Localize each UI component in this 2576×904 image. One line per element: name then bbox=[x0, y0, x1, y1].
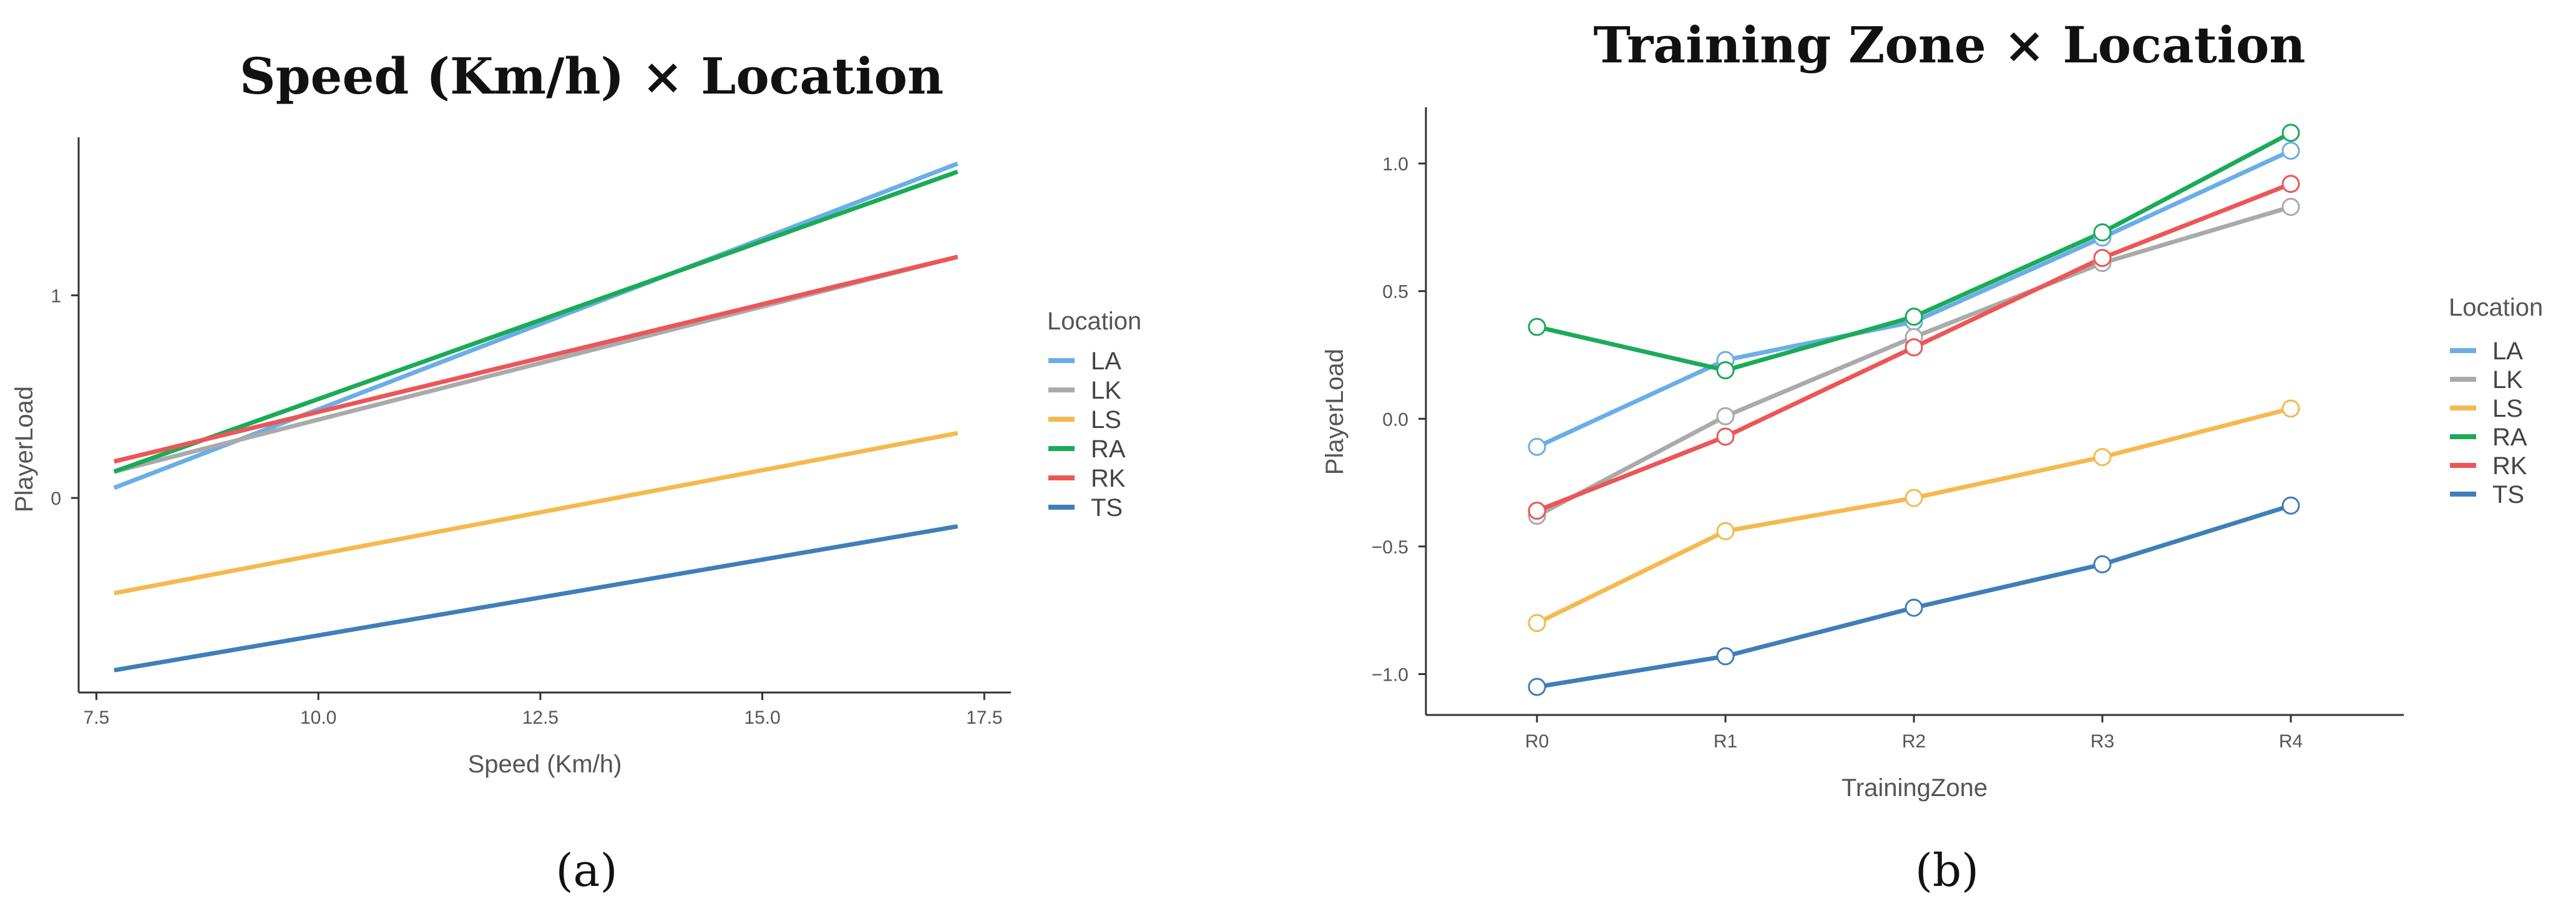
chart-a-x-tick-label: 7.5 bbox=[84, 707, 110, 728]
chart-b-y-tick-label: −1.0 bbox=[1372, 665, 1408, 686]
chart-a-legend-label: LK bbox=[1091, 377, 1121, 404]
chart-a-legend-title: Location bbox=[1047, 308, 1141, 335]
chart-b-title: Training Zone × Location bbox=[1593, 16, 2305, 74]
chart-b-x-label: TrainingZone bbox=[1842, 774, 1988, 802]
chart-b-point-ts bbox=[2093, 555, 2112, 574]
chart-b-point-ts bbox=[2281, 496, 2300, 515]
chart-b-point-rk bbox=[1716, 427, 1735, 446]
chart-b-point-rk bbox=[1905, 338, 1923, 357]
chart-a-x-tick-label: 17.5 bbox=[966, 707, 1002, 728]
chart-b-legend-title: Location bbox=[2449, 294, 2543, 321]
chart-b-point-ts bbox=[1716, 647, 1735, 666]
chart-a-legend-label: RK bbox=[1091, 465, 1126, 492]
chart-a-legend-label: LS bbox=[1091, 406, 1121, 434]
chart-a-series-ts bbox=[114, 524, 959, 673]
chart-b-point-lk bbox=[2281, 198, 2300, 216]
chart-b-y-tick-label: 0.5 bbox=[1382, 282, 1408, 303]
chart-b-point-ls bbox=[1716, 522, 1735, 540]
chart-b-point-ra bbox=[2281, 124, 2300, 142]
chart-a-panel-label: (a) bbox=[555, 844, 617, 897]
chart-b-point-ls bbox=[2281, 399, 2300, 418]
chart-b-x-tick-label: R2 bbox=[1902, 731, 1926, 752]
chart-a: Speed (Km/h) × Location Speed (Km/h) Pla… bbox=[11, 47, 1141, 897]
chart-b-point-ra bbox=[2093, 223, 2112, 242]
chart-b-series-la bbox=[1536, 148, 2292, 449]
chart-a-y-label: PlayerLoad bbox=[11, 386, 38, 512]
chart-a-x-label: Speed (Km/h) bbox=[468, 751, 622, 778]
chart-b-point-ls bbox=[2093, 448, 2112, 467]
chart-b-legend-label: LA bbox=[2492, 338, 2523, 365]
chart-a-series-ls bbox=[114, 430, 959, 596]
chart-a-x-tick-label: 12.5 bbox=[522, 707, 559, 728]
chart-a-y-tick-label: 0 bbox=[51, 488, 61, 509]
chart-b-x-tick-label: R0 bbox=[1525, 731, 1549, 752]
chart-b: Training Zone × Location TrainingZone Pl… bbox=[1321, 16, 2543, 897]
chart-a-x-tick-label: 10.0 bbox=[300, 707, 336, 728]
chart-b-point-lk bbox=[1716, 407, 1735, 425]
chart-b-legend-label: RA bbox=[2492, 424, 2527, 451]
chart-b-legend-label: LK bbox=[2492, 366, 2523, 394]
chart-b-y-tick-label: 1.0 bbox=[1382, 154, 1408, 175]
chart-b-point-la bbox=[1528, 437, 1546, 456]
chart-b-point-rk bbox=[1528, 502, 1546, 520]
chart-b-point-ra bbox=[1905, 308, 1923, 326]
chart-b-point-ra bbox=[1528, 318, 1546, 336]
chart-b-point-rk bbox=[2093, 248, 2112, 267]
chart-b-series-ts bbox=[1536, 503, 2292, 689]
chart-b-x-tick-label: R1 bbox=[1714, 731, 1737, 752]
chart-b-y-label: PlayerLoad bbox=[1321, 349, 1349, 475]
chart-b-y-tick-label: 0.0 bbox=[1382, 409, 1408, 430]
chart-a-series-rk bbox=[114, 255, 959, 464]
chart-b-series-ls bbox=[1536, 406, 2291, 625]
chart-a-x-tick-label: 15.0 bbox=[744, 707, 780, 728]
chart-b-legend-label: RK bbox=[2492, 452, 2527, 480]
chart-a-series-ra bbox=[113, 169, 959, 474]
chart-a-y-tick-label: 1 bbox=[51, 286, 61, 306]
chart-b-x-tick-label: R3 bbox=[2091, 731, 2114, 752]
chart-b-panel-label: (b) bbox=[1915, 844, 1979, 897]
chart-a-legend-label: LA bbox=[1091, 348, 1121, 375]
chart-b-point-la bbox=[2281, 142, 2300, 160]
chart-b-series-lk bbox=[1536, 205, 2291, 518]
chart-b-y-tick-label: −0.5 bbox=[1372, 537, 1408, 558]
chart-b-x-tick-label: R4 bbox=[2279, 731, 2303, 752]
chart-b-point-rk bbox=[2281, 175, 2300, 193]
chart-a-legend-label: RA bbox=[1091, 435, 1126, 463]
chart-b-legend-label: LS bbox=[2492, 395, 2523, 422]
chart-a-title: Speed (Km/h) × Location bbox=[240, 47, 944, 105]
chart-b-point-ls bbox=[1528, 614, 1546, 633]
chart-b-point-ts bbox=[1905, 598, 1923, 617]
chart-a-legend-label: TS bbox=[1091, 494, 1123, 522]
chart-b-point-ra bbox=[1716, 361, 1735, 380]
chart-b-point-ts bbox=[1528, 678, 1546, 696]
chart-b-legend-label: TS bbox=[2492, 481, 2524, 508]
chart-b-point-ls bbox=[1905, 488, 1923, 507]
